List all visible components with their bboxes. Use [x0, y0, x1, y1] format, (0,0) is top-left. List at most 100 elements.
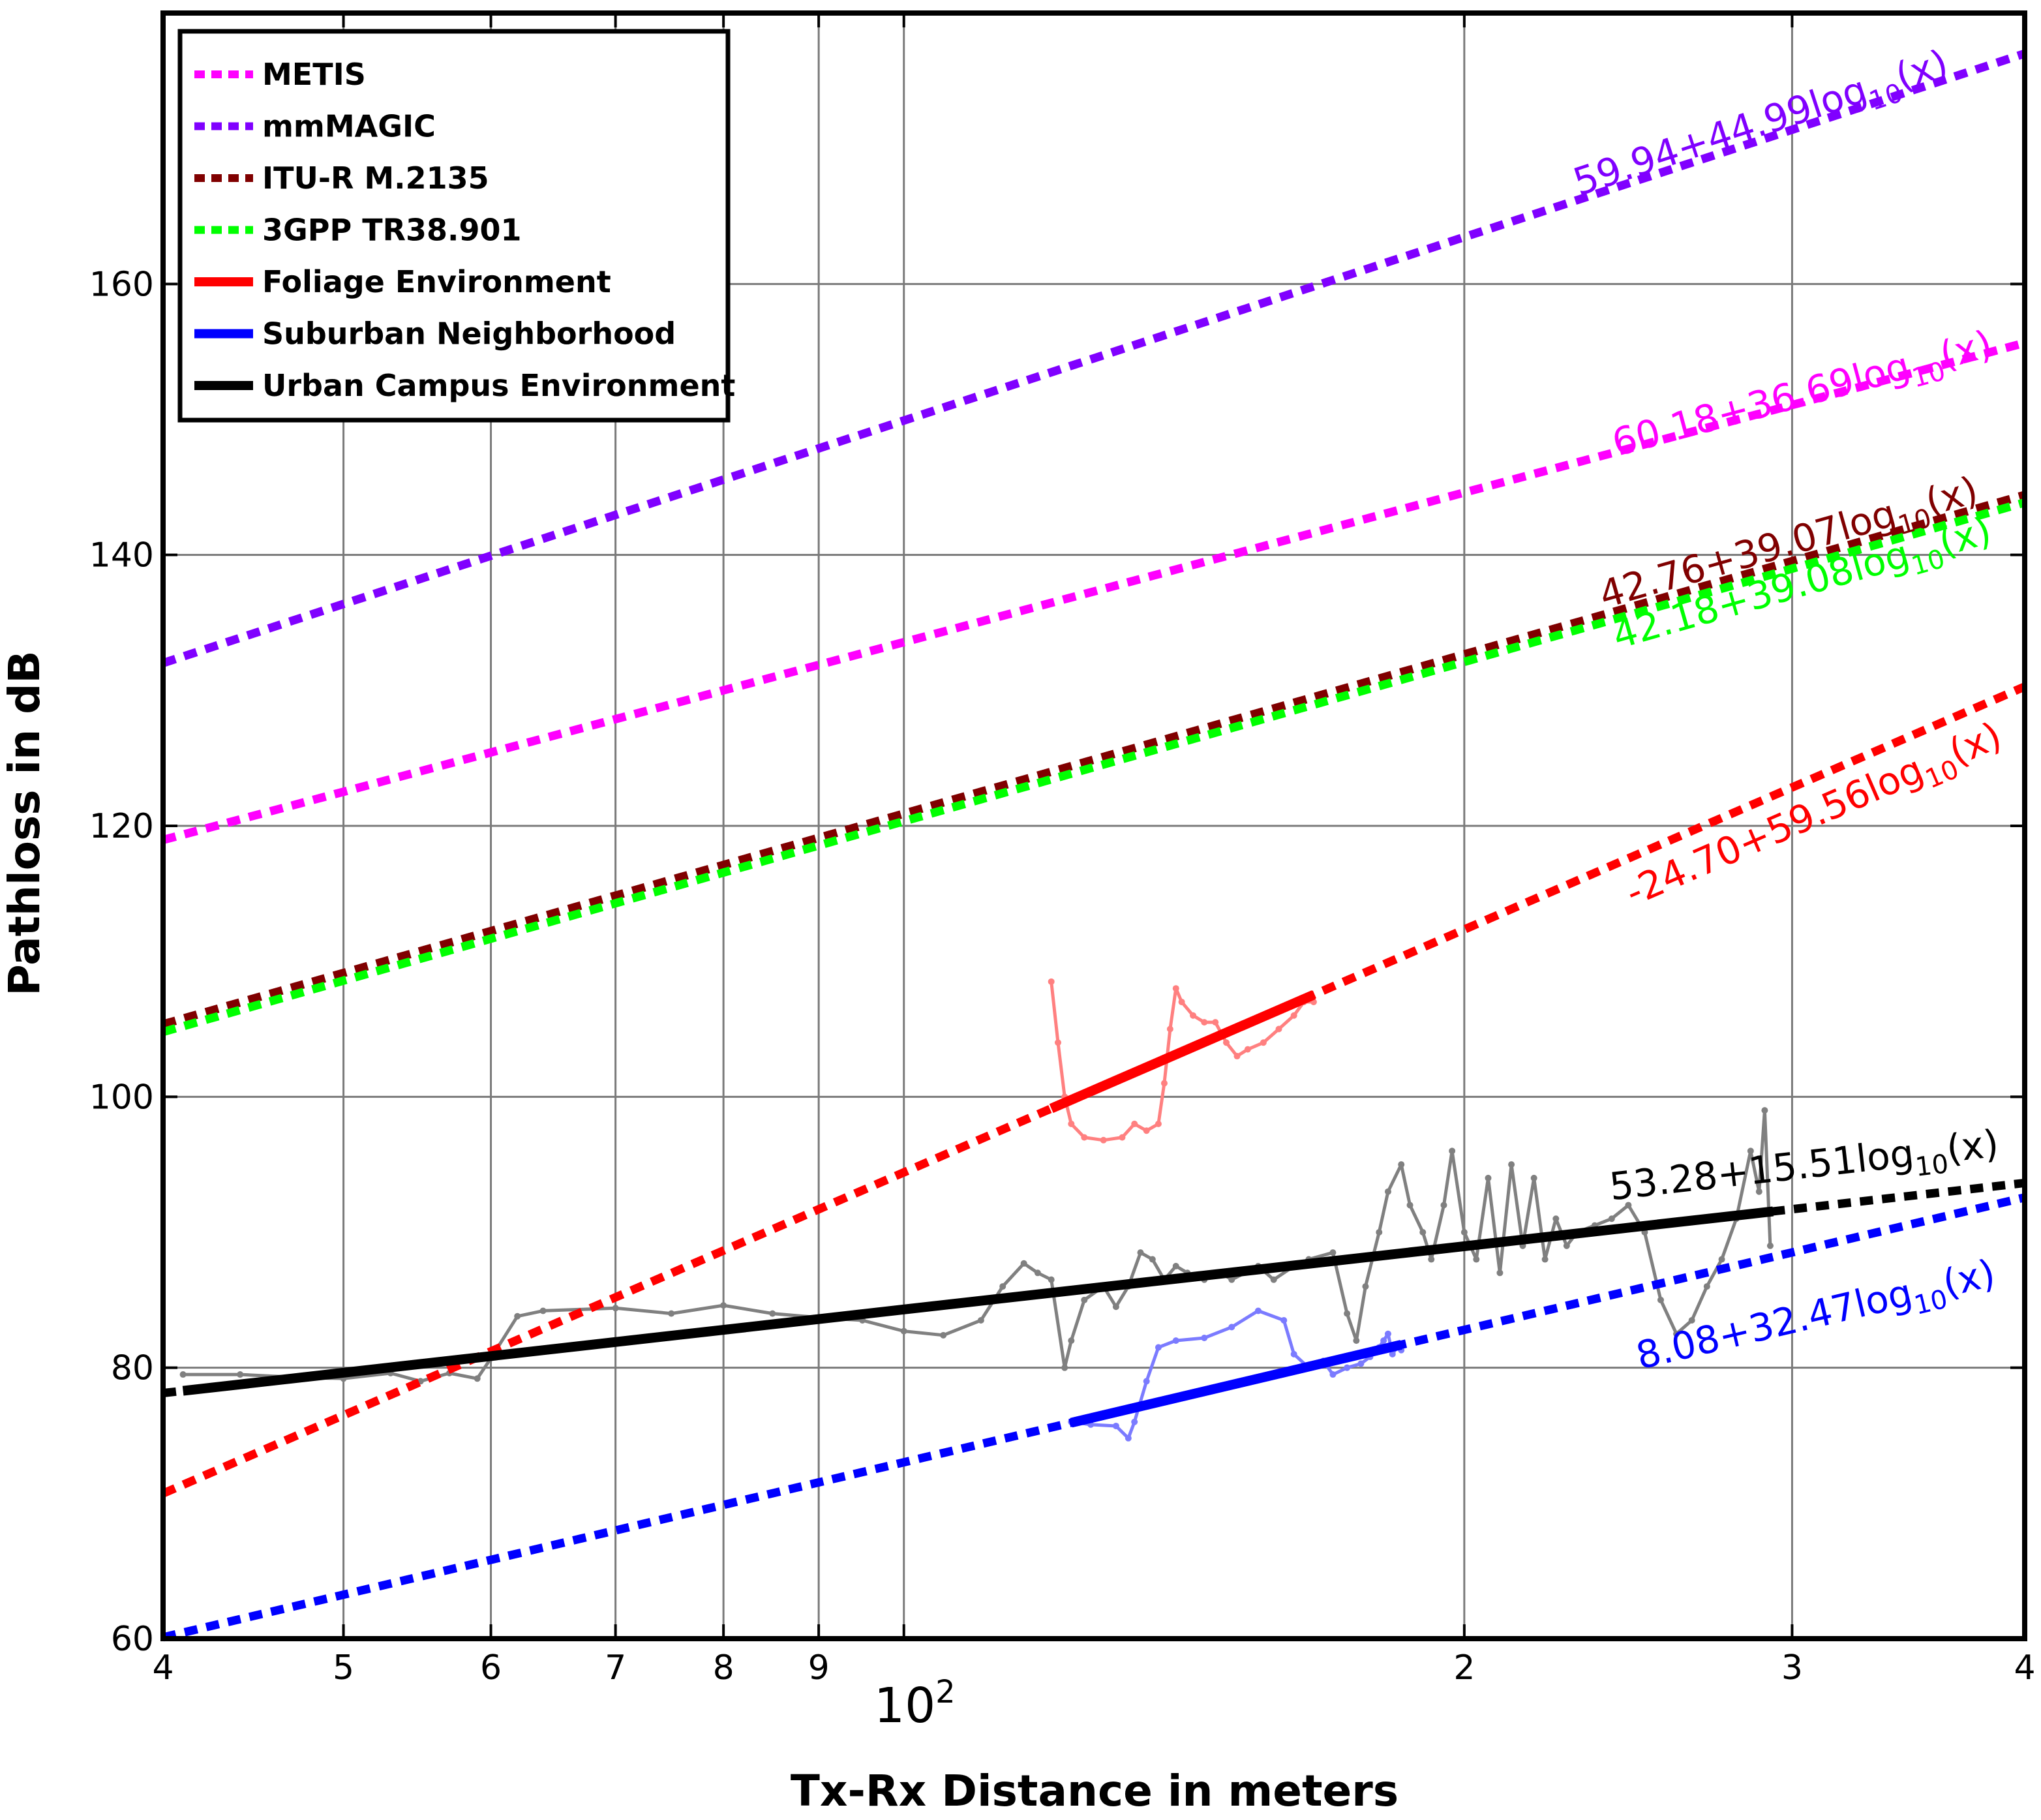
x-tick-label: 5: [333, 1648, 354, 1688]
y-tick-label: 120: [89, 807, 154, 846]
measured-data-point: [940, 1331, 947, 1339]
measured-data-point: [1068, 1337, 1075, 1344]
legend-entries: METIS mmMAGIC ITU-R M.2135 3GPP TR38.901 Fol…: [194, 57, 735, 403]
x-tick-label: 9: [808, 1648, 830, 1688]
model-dotted-line: [162, 498, 2026, 1037]
measured-data-point: [1228, 1276, 1235, 1283]
measured-data-point: [1625, 1202, 1632, 1209]
annotation-layer: 59.94+44.99log10(x)60.18+36.69log10(x)42…: [1568, 40, 2008, 1386]
measured-data-point: [1460, 1229, 1468, 1236]
measured-data-point: [1329, 1249, 1337, 1256]
y-tick-label: 160: [89, 265, 154, 304]
measured-data-point: [1112, 1303, 1119, 1311]
measured-data-point: [1357, 1360, 1365, 1367]
equation-subscript: 10: [1914, 1149, 1950, 1182]
equation-base: 59.94+44.99log: [1568, 67, 1873, 205]
measured-data-point: [1718, 1256, 1725, 1263]
measured-data-point: [1290, 1350, 1297, 1357]
measured-data-point: [1260, 1039, 1267, 1046]
y-tick-label: 60: [111, 1620, 154, 1659]
measured-data-point: [1376, 1229, 1383, 1236]
legend: METIS mmMAGIC ITU-R M.2135 3GPP TR38.901 Fol…: [177, 29, 735, 423]
measured-data-point: [1166, 1025, 1173, 1033]
measured-data-point: [1275, 1025, 1282, 1033]
measured-data-point: [1389, 1350, 1396, 1357]
x-tick-label: 2: [1453, 1648, 1475, 1688]
measured-data-point: [1449, 1147, 1456, 1155]
measured-series-line: [1050, 981, 1314, 1142]
equation-label: 60.18+36.69log10(x): [1607, 322, 1999, 473]
measured-data-point: [1290, 1012, 1297, 1019]
measured-data-point: [1508, 1161, 1515, 1168]
x-tick-label: 7: [605, 1648, 626, 1688]
measured-data-point: [1398, 1161, 1405, 1168]
measured-data-point: [1131, 1120, 1138, 1127]
measured-data-point: [1228, 1324, 1235, 1331]
measured-data-point: [1143, 1127, 1150, 1134]
measured-data-point: [1068, 1120, 1075, 1127]
model-dotted-line: [162, 339, 2026, 844]
equation-tail: (x): [1935, 322, 1997, 378]
measured-data-point: [1552, 1215, 1560, 1222]
measured-data-point: [1081, 1134, 1088, 1141]
legend-label: Foliage Environment: [262, 264, 611, 299]
measured-data-point: [1384, 1330, 1391, 1337]
measured-data-point: [769, 1310, 776, 1317]
measured-data-point: [1034, 1269, 1041, 1277]
measured-data-point: [1160, 1080, 1168, 1087]
measured-data-point: [1362, 1283, 1369, 1290]
legend-box: [177, 29, 731, 423]
model-dotted-line: [161, 49, 2027, 667]
measured-data-point: [1020, 1260, 1027, 1267]
measured-data-point: [1201, 1334, 1208, 1341]
measured-data-point: [1485, 1174, 1492, 1181]
y-tick-label: 80: [111, 1349, 154, 1388]
x-tick-label: 6: [480, 1648, 502, 1688]
measured-data-point: [1344, 1364, 1351, 1371]
measured-data-point: [1766, 1242, 1774, 1249]
measured-data-point: [1172, 1262, 1179, 1269]
equation-tail: (x): [1939, 1251, 1999, 1305]
measured-data-point: [179, 1371, 187, 1378]
measured-data-point: [1143, 1378, 1150, 1385]
measured-data-point: [1201, 1019, 1208, 1026]
measured-data-point: [1428, 1256, 1435, 1263]
x-tick-label: 8: [713, 1648, 734, 1688]
equation-tail: (x): [1944, 1121, 2001, 1171]
measured-data-point: [1473, 1256, 1480, 1263]
measured-data-point: [1112, 1422, 1119, 1429]
equation-subscript: 10: [1911, 1284, 1950, 1321]
equation-base: -24.70+59.56log: [1619, 747, 1930, 915]
measured-data-point: [1244, 1046, 1251, 1053]
model-dotted-line: [162, 491, 2026, 1029]
measured-data-point: [1125, 1434, 1132, 1442]
fit-solid-line: [182, 1206, 1774, 1396]
x-tick-label: 4: [2014, 1648, 2035, 1688]
measured-data-point: [1155, 1120, 1162, 1127]
measured-data-point: [1747, 1147, 1754, 1155]
measured-data-point: [999, 1283, 1006, 1290]
measured-data-point: [1254, 1307, 1262, 1314]
measured-data-point: [1703, 1283, 1710, 1290]
legend-label: mmMAGIC: [262, 109, 436, 144]
measured-data-point: [1054, 1039, 1061, 1046]
measured-data-point: [1419, 1229, 1427, 1236]
measured-data-point: [1755, 1188, 1762, 1195]
measured-data-point: [237, 1371, 244, 1378]
measured-data-point: [1380, 1337, 1387, 1344]
measured-data-point: [1233, 1053, 1241, 1060]
legend-label: METIS: [262, 57, 366, 92]
measured-data-point: [1406, 1202, 1414, 1209]
measured-data-point: [720, 1302, 727, 1309]
measured-data-point: [1270, 1276, 1277, 1283]
equation-label: 8.08+32.47log10(x): [1632, 1251, 2001, 1386]
measured-data-point: [1541, 1256, 1549, 1263]
measured-data-point: [1353, 1337, 1360, 1344]
measured-data-point: [1440, 1202, 1447, 1209]
measured-data-point: [1344, 1310, 1351, 1317]
measured-data-point: [1329, 1371, 1337, 1378]
measured-data-point: [1178, 998, 1185, 1005]
measured-data-point: [1212, 1019, 1219, 1026]
measured-data-point: [474, 1375, 481, 1382]
